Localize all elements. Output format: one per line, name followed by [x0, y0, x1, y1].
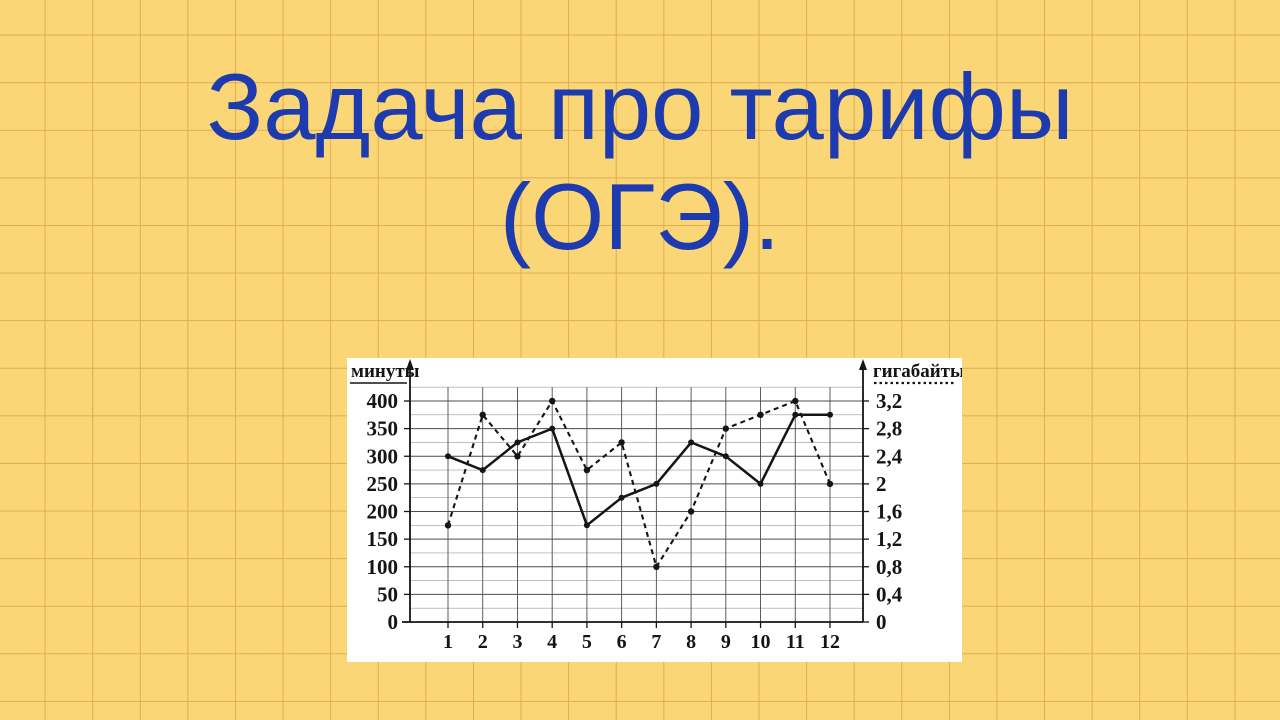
data-point [444, 522, 452, 529]
chart-text: 10 [751, 631, 771, 653]
data-point [479, 467, 486, 474]
grid-lines [410, 386, 863, 622]
page-title-line2: (ОГЭ). [499, 163, 781, 269]
data-point [722, 453, 729, 460]
series-line [447, 413, 830, 527]
data-point [549, 425, 556, 432]
left-axis-arrow-icon [406, 359, 414, 370]
data-point [583, 466, 591, 474]
chart-text: 5 [582, 631, 592, 653]
data-point [826, 480, 834, 488]
data-point [618, 439, 625, 446]
data-point [514, 439, 521, 446]
data-point [653, 480, 660, 487]
series-gigabytes [444, 397, 834, 570]
chart-text: 3,2 [876, 389, 902, 413]
chart-text: 200 [367, 500, 399, 524]
chart-text: 0,4 [876, 582, 903, 606]
chart-text: 350 [367, 417, 399, 441]
chart-text: 2 [478, 631, 488, 653]
data-point [514, 453, 521, 460]
chart-text: 3 [512, 631, 522, 653]
right-axis-arrow-icon [859, 359, 867, 370]
chart-text: 0 [876, 610, 887, 634]
chart-text: 1 [443, 631, 453, 653]
chart-text: 12 [820, 631, 840, 653]
chart-text: 100 [367, 555, 399, 579]
chart-text: минуты [351, 361, 420, 382]
tariff-chart-svg: 0 50 100 150 200 250 300 350 400 0 0,4 0,8 1,2 1,6 2 2,… [350, 359, 962, 653]
chart-text: 2 [876, 472, 887, 496]
data-point [653, 563, 660, 570]
data-point [792, 411, 799, 418]
data-point [618, 494, 625, 501]
chart-text: 4 [547, 631, 557, 653]
chart-text: гигабайты [873, 361, 962, 382]
axis-titles: минуты гигабайты [350, 361, 962, 385]
data-point [687, 508, 695, 515]
chart-text: 1,6 [876, 500, 902, 524]
chart-text: 7 [651, 631, 661, 653]
data-point [445, 453, 451, 460]
chart-text: 8 [686, 631, 696, 653]
chart-text: 250 [367, 472, 399, 496]
data-point [722, 425, 729, 432]
data-point [549, 397, 556, 405]
chart-text: 0,8 [876, 555, 902, 579]
data-point [757, 480, 764, 487]
page-title: Задача про тарифы (ОГЭ). [0, 52, 1280, 272]
data-point [688, 439, 695, 446]
series-minutes [445, 411, 833, 529]
data-point [757, 411, 764, 418]
chart-text: 50 [377, 582, 398, 606]
data-point [479, 411, 486, 418]
chart-panel: 0 50 100 150 200 250 300 350 400 0 0,4 0,8 1,2 1,6 2 2,… [347, 358, 962, 662]
chart-text: 2,4 [876, 444, 903, 468]
chart-text: 9 [721, 631, 731, 653]
chart-text: 6 [617, 631, 627, 653]
axis-ticks [404, 400, 869, 628]
chart-text: 400 [367, 389, 399, 413]
data-point [583, 522, 590, 529]
data-point [792, 397, 799, 405]
chart-text: 1,2 [876, 527, 902, 551]
axis-tick-labels: 0 50 100 150 200 250 300 350 400 0 0,4 0,8 1,2 1,6 2 2,… [367, 389, 903, 653]
chart-text: 150 [367, 527, 399, 551]
chart-text: 0 [388, 610, 399, 634]
page-title-line1: Задача про тарифы [206, 54, 1074, 159]
chart-text: 300 [367, 444, 399, 468]
axes [402, 359, 867, 623]
series-line [446, 399, 831, 568]
chart-text: 2,8 [876, 417, 902, 441]
chart-text: 11 [786, 631, 805, 653]
data-point [827, 411, 833, 418]
